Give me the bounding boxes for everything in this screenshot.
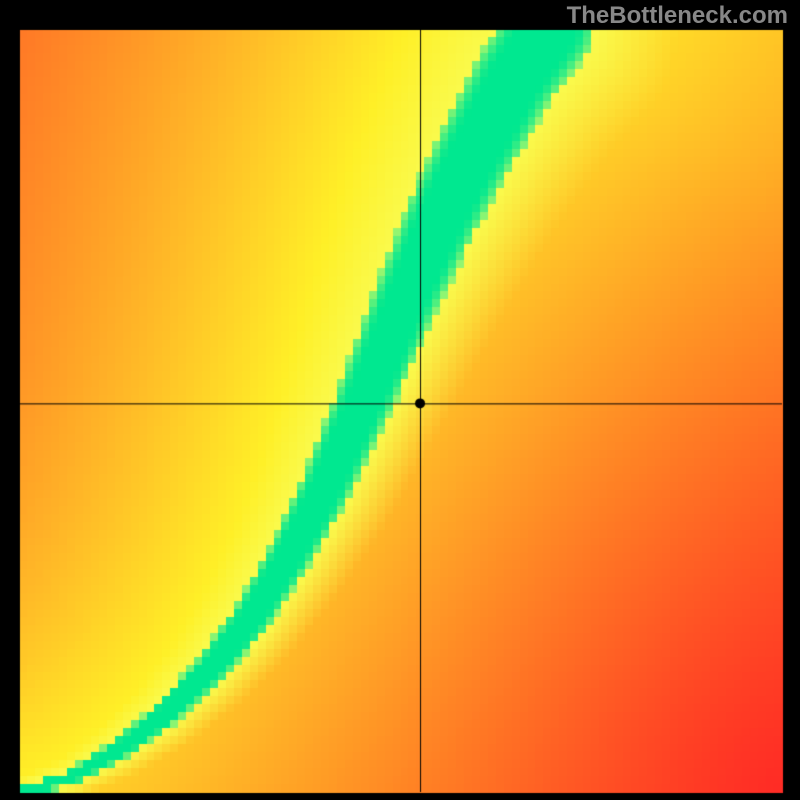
watermark-text: TheBottleneck.com [567,2,788,30]
bottleneck-heatmap [0,0,800,800]
